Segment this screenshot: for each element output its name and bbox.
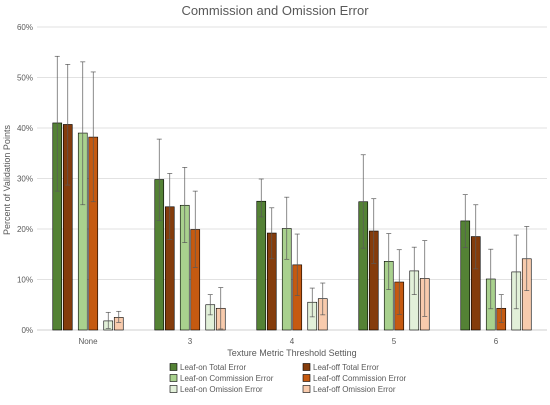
y-tick-label: 40% xyxy=(17,124,33,133)
legend-swatch xyxy=(169,385,178,393)
y-tick-label: 30% xyxy=(17,175,33,184)
legend-entry: Leaf-off Total Error xyxy=(313,363,379,372)
legend-entry: Leaf-off Commission Error xyxy=(313,374,407,383)
legend-entry: Leaf-on Commission Error xyxy=(180,374,274,383)
chart-title: Commission and Omission Error xyxy=(181,3,369,18)
x-tick-label: 5 xyxy=(392,337,397,346)
legend-entry: Leaf-on Total Error xyxy=(180,363,246,372)
y-tick-label: 60% xyxy=(17,23,33,32)
legend: Leaf-on Total Error Leaf-off Total Error L… xyxy=(169,363,407,394)
legend-swatch xyxy=(169,374,178,382)
x-axis-ticks: None 3 4 5 6 xyxy=(78,337,498,346)
legend-swatch xyxy=(302,374,311,382)
legend-swatch xyxy=(169,363,178,371)
x-tick-label: None xyxy=(78,337,98,346)
y-tick-label: 0% xyxy=(21,326,33,335)
legend-swatch xyxy=(302,385,311,393)
x-tick-label: 4 xyxy=(290,337,295,346)
x-tick-label: 3 xyxy=(188,337,193,346)
error-bars xyxy=(54,55,530,330)
legend-entry: Leaf-on Omission Error xyxy=(180,385,263,394)
y-tick-label: 10% xyxy=(17,276,33,285)
y-axis-label: Percent of Validation Points xyxy=(2,125,12,235)
legend-swatch xyxy=(302,363,311,371)
bars xyxy=(52,122,532,331)
x-axis-label: Texture Metric Threshold Setting xyxy=(227,348,356,358)
bar xyxy=(256,200,267,331)
y-axis-ticks: 0% 10% 20% 30% 40% 50% 60% xyxy=(17,23,33,335)
x-tick-label: 6 xyxy=(494,337,499,346)
y-tick-label: 50% xyxy=(17,74,33,83)
gridlines xyxy=(37,26,547,331)
legend-entry: Leaf-off Omission Error xyxy=(313,385,396,394)
y-tick-label: 20% xyxy=(17,225,33,234)
